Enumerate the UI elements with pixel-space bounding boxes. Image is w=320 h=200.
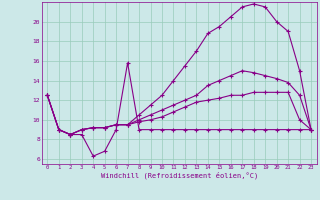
X-axis label: Windchill (Refroidissement éolien,°C): Windchill (Refroidissement éolien,°C) xyxy=(100,172,258,179)
